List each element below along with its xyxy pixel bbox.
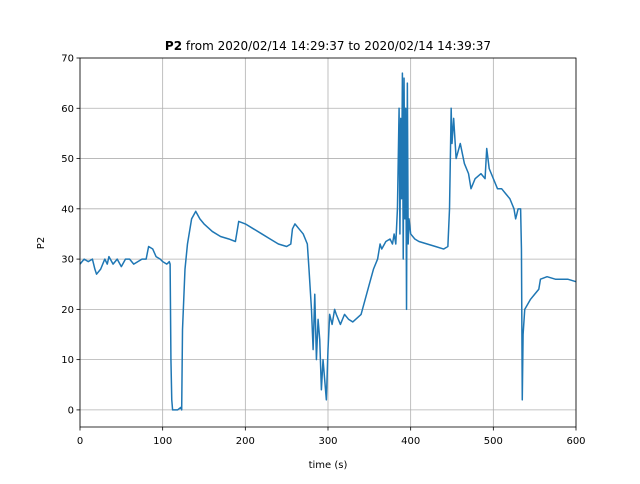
plot-frame xyxy=(79,57,577,428)
title-text: from 2020/02/14 14:29:37 to 2020/02/14 1… xyxy=(186,39,491,53)
x-tick-label: 300 xyxy=(318,436,337,447)
x-tick-label: 500 xyxy=(484,436,503,447)
y-tick-label: 60 xyxy=(61,104,74,115)
y-tick-label: 40 xyxy=(61,204,74,215)
y-axis-label: P2 xyxy=(36,237,47,249)
data-line xyxy=(79,72,577,411)
y-tick-label: 30 xyxy=(61,255,74,266)
y-tick-label: 70 xyxy=(61,54,74,65)
x-tick-label: 0 xyxy=(77,436,83,447)
x-axis-label: time (s) xyxy=(309,460,348,471)
title-bold: P2 xyxy=(165,39,182,53)
x-tick-label: 400 xyxy=(401,436,420,447)
y-tick-label: 20 xyxy=(61,305,74,316)
y-tick-label: 10 xyxy=(61,355,74,366)
x-tick-label: 200 xyxy=(236,436,255,447)
x-tick-label: 600 xyxy=(566,436,585,447)
y-tick-label: 0 xyxy=(68,405,74,416)
y-tick-label: 50 xyxy=(61,154,74,165)
x-tick-label: 100 xyxy=(153,436,172,447)
chart-title: P2 from 2020/02/14 14:29:37 to 2020/02/1… xyxy=(165,39,491,53)
